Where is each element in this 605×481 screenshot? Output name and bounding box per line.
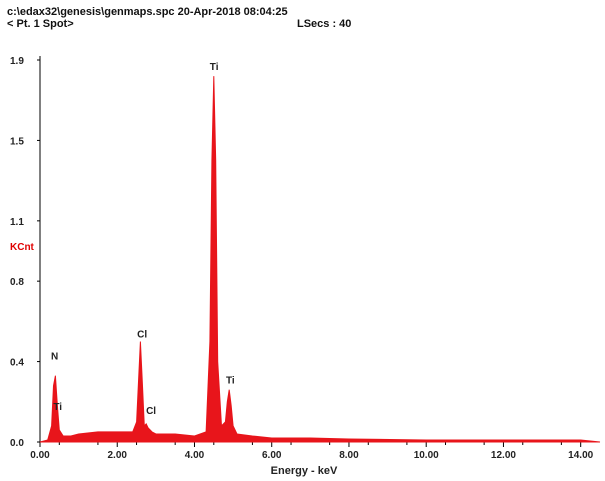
x-tick-label: 14.00 [568,450,593,461]
peak-label: Ti [226,376,235,387]
x-tick-label: 10.00 [414,450,439,461]
peak-label: Cl [137,329,147,340]
x-tick-label: 0.00 [30,450,50,461]
x-tick-label: 12.00 [491,450,516,461]
x-axis-label: Energy - keV [271,465,338,477]
peak-label: Ti [210,62,219,73]
x-tick-label: 8.00 [339,450,359,461]
y-tick-label: 1.1 [10,217,24,228]
file-path: c:\edax32\genesis\genmaps.spc [7,6,175,18]
x-tick-label: 2.00 [108,450,128,461]
y-axis-label: KCnt [10,242,35,253]
x-tick-label: 4.00 [185,450,205,461]
y-tick-label: 0.4 [10,358,24,369]
y-tick-label: 0.0 [10,438,24,449]
y-tick-label: 1.9 [10,56,24,67]
x-tick-label: 6.00 [262,450,282,461]
y-tick-label: 0.8 [10,277,24,288]
live-seconds: LSecs : 40 [297,18,352,30]
file-path-datetime: c:\edax32\genesis\genmaps.spc 20-Apr-201… [7,6,288,18]
spectrum-series [39,76,601,443]
spectrum-plot [39,76,601,443]
peak-label: Ti [53,402,62,413]
y-tick-label: 1.5 [10,136,24,147]
spot-label: < Pt. 1 Spot> [7,18,74,30]
peak-label: N [51,352,58,363]
acquisition-datetime: 20-Apr-2018 08:04:25 [177,6,288,18]
chart-axes: 0.0 0.4 0.8 1.1 1.5 1.9 0.00 2.00 4.00 6.00 8.00 10… [10,56,600,477]
peak-labels: N Ti Cl Cl Ti Ti [51,62,235,417]
peak-label: Cl [146,406,156,417]
